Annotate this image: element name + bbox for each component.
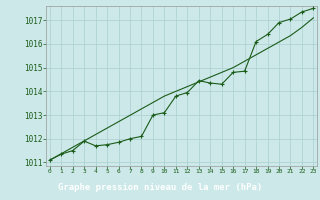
Text: Graphe pression niveau de la mer (hPa): Graphe pression niveau de la mer (hPa): [58, 182, 262, 192]
